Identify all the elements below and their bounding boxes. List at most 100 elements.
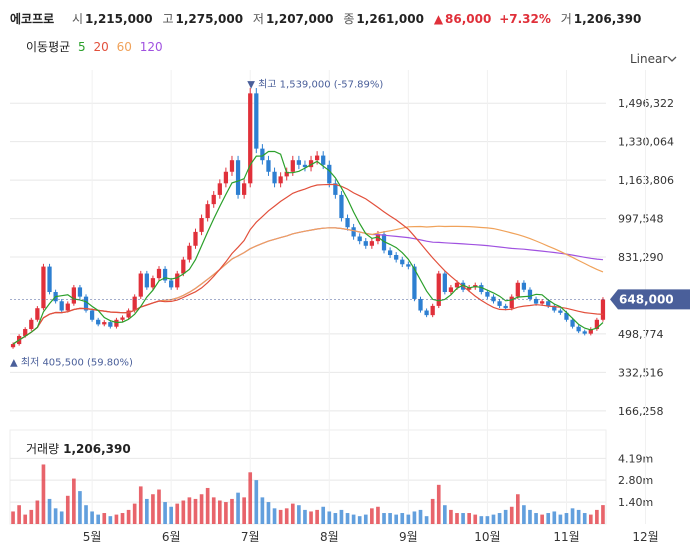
volume-bar [254, 480, 259, 524]
open-value: 1,215,000 [85, 12, 153, 26]
volume-bar [339, 509, 344, 524]
volume-bar [333, 513, 338, 524]
volume-bar [126, 509, 131, 524]
candle-body [120, 317, 125, 320]
candle-body [436, 273, 441, 306]
volume-bar [230, 498, 234, 524]
candle-body [181, 259, 186, 274]
candle-body [387, 250, 393, 256]
candle [162, 266, 168, 283]
candle [77, 284, 83, 299]
candle-body [254, 93, 259, 149]
candle-body [138, 273, 143, 297]
candle-body [497, 301, 502, 306]
candle [248, 88, 253, 188]
candle-body [235, 160, 241, 195]
candle-body [467, 287, 472, 290]
candle [400, 256, 405, 268]
candle [406, 261, 411, 270]
candle-body [71, 287, 76, 304]
ma-legend-5[interactable]: 5 [78, 40, 86, 54]
volume-bar [449, 509, 453, 524]
volume-bar [595, 509, 599, 524]
volume-bar [53, 508, 58, 524]
scale-toggle-button[interactable]: Linear [630, 52, 668, 66]
ma-legend-20[interactable]: 20 [93, 40, 109, 54]
candle [430, 303, 435, 318]
candle-body [229, 160, 235, 172]
candle [181, 256, 186, 277]
candle [314, 151, 320, 165]
candle [229, 155, 235, 176]
candle-body [546, 301, 551, 306]
candle-body [126, 310, 131, 318]
volume-bar [515, 494, 520, 524]
candle [351, 223, 356, 240]
candle [96, 317, 101, 327]
volume-bar [120, 513, 125, 524]
candle-body [272, 171, 277, 184]
volume-bar [540, 514, 544, 524]
candle [576, 324, 581, 334]
candle-body [205, 204, 210, 219]
volume-bar [601, 505, 605, 524]
volume-bar [394, 514, 399, 524]
volume-bar [78, 491, 82, 524]
x-tick-label: 11월 [553, 530, 579, 544]
volume-bar [157, 489, 161, 524]
candle-body [588, 329, 593, 334]
candle [260, 144, 265, 165]
candle-body [10, 344, 16, 348]
volume-bar [242, 497, 246, 524]
candle [552, 303, 557, 313]
candle-body [162, 268, 168, 281]
volume-bar [327, 511, 332, 524]
max-price-annotation: ▼ 최고 1,539,000 (-57.89%) [247, 78, 383, 90]
candle [223, 167, 229, 188]
candle [418, 296, 423, 313]
volume-bar [205, 487, 210, 524]
high-label: 고 [162, 12, 174, 26]
volume-bar [211, 497, 216, 524]
candle [89, 308, 95, 322]
candle [327, 160, 332, 188]
ma-legend-120[interactable]: 120 [139, 40, 163, 54]
candle [114, 317, 119, 329]
ma20-line [12, 183, 604, 345]
ma120-line [12, 227, 604, 345]
volume-bar [552, 511, 557, 524]
candle-body [564, 312, 569, 320]
candle-body [150, 278, 156, 288]
candle-body [351, 227, 356, 237]
x-tick-label: 9월 [399, 530, 418, 544]
x-tick-label: 12월 [632, 530, 658, 544]
candle-body [65, 303, 70, 311]
candle [59, 299, 64, 313]
volume-bar [345, 513, 350, 524]
volume-bar [479, 516, 484, 524]
candle-body [503, 305, 508, 309]
candle [187, 242, 192, 263]
volume-bar [47, 498, 52, 524]
volume-bar [224, 502, 228, 524]
candle-body [321, 155, 326, 165]
candle-body [248, 93, 253, 184]
candle-body [260, 148, 265, 161]
candle-body [454, 282, 460, 288]
candle [150, 275, 156, 290]
volume-bar [418, 509, 423, 524]
volume-bar [436, 484, 441, 524]
candle [509, 294, 514, 311]
candle-body [533, 298, 539, 304]
candle [345, 214, 350, 231]
ma-legend-60[interactable]: 60 [116, 40, 132, 54]
candle [199, 214, 204, 236]
candle [254, 88, 259, 154]
volume-bar [321, 506, 326, 524]
volume-bar [357, 516, 362, 524]
volume-bar [491, 514, 496, 524]
candle [278, 172, 283, 188]
volume-bar [260, 497, 265, 524]
candle-body [193, 231, 198, 246]
